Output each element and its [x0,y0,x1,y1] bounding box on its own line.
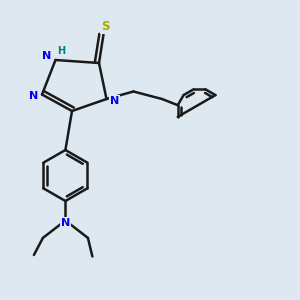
Text: N: N [61,218,70,228]
Text: N: N [29,91,38,101]
Text: N: N [110,95,119,106]
Text: H: H [57,46,65,56]
Text: N: N [43,51,52,61]
Text: S: S [101,20,109,33]
